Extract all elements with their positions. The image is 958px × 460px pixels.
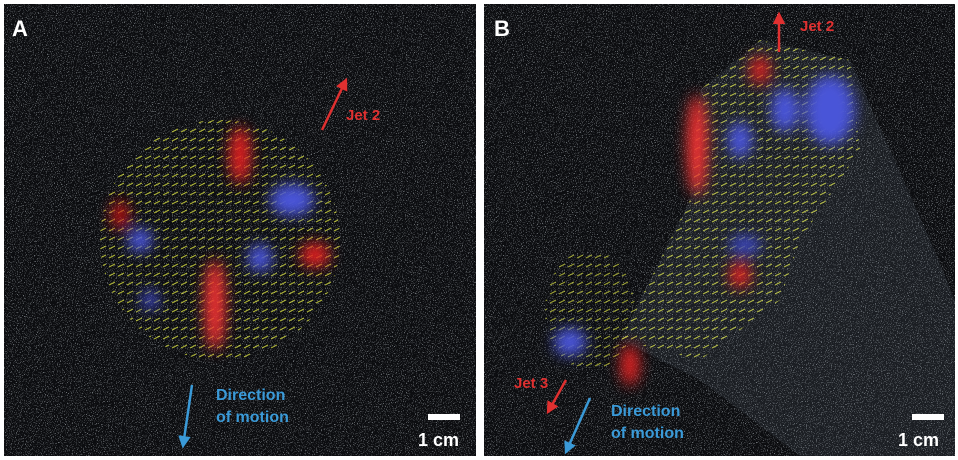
scale-bar xyxy=(428,414,460,420)
scale-bar xyxy=(912,414,944,420)
jet-label: Jet 2 xyxy=(800,18,834,35)
vorticity-blobs xyxy=(112,127,329,350)
jet-arrow xyxy=(320,77,348,131)
panel-b: B Jet 2 Jet 3 Direction of motion 1 cm xyxy=(484,4,955,456)
vector-field xyxy=(620,40,860,360)
direction-arrow xyxy=(178,384,194,449)
jet-label: Jet 2 xyxy=(346,107,380,124)
scale-label: 1 cm xyxy=(898,430,939,450)
direction-label: Direction xyxy=(611,403,680,420)
direction-label: Direction xyxy=(216,387,285,404)
direction-arrow xyxy=(564,397,592,455)
jet-arrow xyxy=(546,379,568,415)
panel-label: B xyxy=(494,16,510,41)
vector-field xyxy=(545,250,635,370)
direction-label: of motion xyxy=(611,425,684,442)
jet-label: Jet 3 xyxy=(514,375,548,392)
direction-label: of motion xyxy=(216,409,289,426)
vector-field xyxy=(100,120,340,360)
panel-a: A Jet 2 Direction of motion 1 cm xyxy=(4,4,476,456)
panel-label: A xyxy=(12,16,28,41)
vorticity-blobs xyxy=(554,56,855,385)
scale-label: 1 cm xyxy=(418,430,459,450)
